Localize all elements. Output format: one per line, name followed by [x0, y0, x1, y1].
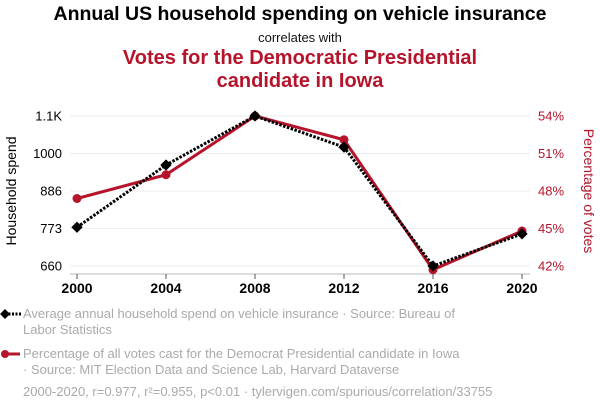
y-tick-label-right: 54% [538, 109, 564, 124]
legend-item-votes-line1: Percentage of all votes cast for the Dem… [23, 346, 460, 361]
series-spend-line [76, 114, 523, 268]
series-spend-point [427, 260, 439, 272]
y-tick-label-left: 1000 [33, 146, 62, 161]
y-tick-label-right: 42% [538, 259, 564, 274]
y-tick-label-right: 48% [538, 184, 564, 199]
y-tick-label-right: 45% [538, 221, 564, 236]
footer-stats: 2000-2020, r=0.977, r²=0.955, p<0.01 · t… [23, 384, 493, 399]
series-spend-point [516, 228, 528, 240]
x-tick-label: 2004 [150, 280, 181, 296]
legend-item-votes-line2: · Source: MIT Election Data and Science … [23, 362, 400, 377]
title2-line1: Votes for the Democratic Presidential [122, 47, 478, 69]
chart-subtitle: correlates with [258, 30, 342, 45]
legend-diamond-dotted-icon [0, 309, 22, 319]
x-tick-label: 2008 [239, 280, 270, 296]
legend-circle-line-icon [1, 350, 20, 358]
y-tick-label-left: 1.1K [35, 109, 62, 124]
x-tick-label: 2020 [506, 280, 537, 296]
y-tick-label-right: 51% [538, 146, 564, 161]
title2-line2: candidate in Iowa [216, 70, 384, 92]
chart-title-secondary: Votes for the Democratic Presidential ca… [0, 47, 600, 93]
series-group [71, 110, 528, 275]
grid-lines [70, 115, 530, 267]
x-tick-label: 2000 [61, 280, 92, 296]
series-votes-point [161, 170, 171, 180]
chart-title: Annual US household spending on vehicle … [53, 3, 547, 25]
legend-item-spend-line2: Labor Statistics [23, 322, 112, 337]
y-tick-label-left: 886 [40, 184, 62, 199]
x-axis: 2000 2004 2008 2012 2016 2020 [61, 273, 538, 296]
y-axis-right: 42% 45% 48% 51% 54% [538, 109, 564, 274]
series-votes-point [339, 135, 349, 145]
y-tick-label-left: 660 [40, 259, 62, 274]
x-tick-label: 2016 [417, 280, 448, 296]
y-tick-label-left: 773 [40, 221, 62, 236]
series-votes-line [76, 114, 523, 272]
series-spend-point [338, 141, 350, 153]
x-tick-label: 2012 [328, 280, 359, 296]
y-axis-left: 660 773 886 1000 1.1K [33, 109, 62, 274]
series-votes-point [72, 194, 82, 203]
series-spend-point [160, 159, 172, 171]
y-axis-label-left: Household spend [3, 137, 19, 246]
y-axis-label-right: Percentage of votes [581, 129, 597, 254]
legend-item-spend-line1: Average annual household spend on vehicl… [23, 306, 455, 321]
